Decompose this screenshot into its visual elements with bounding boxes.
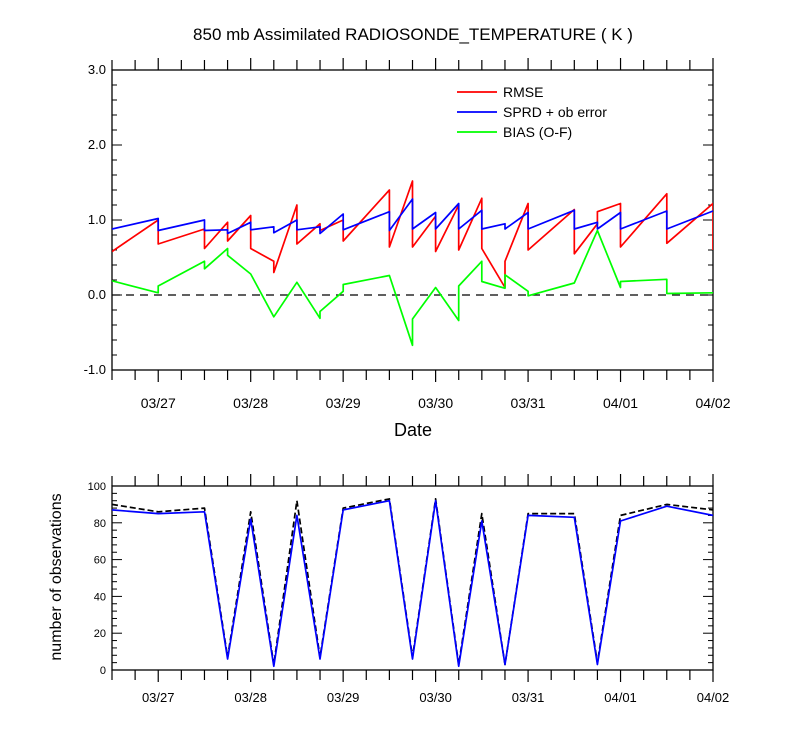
series-group [112,498,713,668]
x-tick-label: 04/02 [695,395,730,411]
series-line-sprd-ob-error [112,198,713,235]
y-tick-label: 2.0 [88,137,106,152]
chart-title: 850 mb Assimilated RADIOSONDE_TEMPERATUR… [193,25,633,44]
series-group [112,180,713,347]
plot-frame [111,485,714,671]
x-tick-label: 03/28 [234,690,267,705]
y-tick-label: 80 [94,518,106,530]
x-tick-label: 04/01 [604,690,637,705]
top-panel: -1.0 0.0 1.0 2.0 3.0 03/27 03/28 03/29 03/30 03/3… [84,58,731,411]
legend-label: BIAS (O-F) [503,124,572,140]
x-tick-label: 03/29 [327,690,360,705]
legend-label: RMSE [503,84,543,100]
y-tick-label: 0 [100,665,106,677]
series-line-bias-o-f [112,229,713,347]
series-line-observations-used [112,499,713,668]
y-tick-label: 20 [94,628,106,640]
y-tick-label: -1.0 [84,362,106,377]
y-tick-label: 3.0 [88,62,106,77]
legend-label: SPRD + ob error [503,104,607,120]
x-tick-label: 03/27 [142,690,175,705]
x-tick-label: 03/28 [233,395,268,411]
x-tick-label: 03/30 [418,395,453,411]
bottom-panel: 0 20 40 60 80 100 03/27 03/28 03/29 03/30 03/31 04/… [88,474,730,705]
x-tick-label: 03/27 [141,395,176,411]
x-tick-label: 03/29 [326,395,361,411]
series-line-observations-possible [112,498,713,666]
y-tick-label: 1.0 [88,212,106,227]
x-tick-label: 04/02 [697,690,730,705]
x-tick-label: 03/31 [512,690,545,705]
y-tick-label: 40 [94,591,106,603]
x-tick-label: 03/31 [511,395,546,411]
series-line-rmse [112,180,713,289]
y-axis-label: number of observations [48,493,65,660]
y-tick-label: 0.0 [88,287,106,302]
y-tick-label: 60 [94,555,106,567]
x-tick-label: 03/30 [419,690,452,705]
x-tick-label: 04/01 [603,395,638,411]
x-axis-label: Date [394,420,432,440]
y-tick-label: 100 [88,481,106,493]
